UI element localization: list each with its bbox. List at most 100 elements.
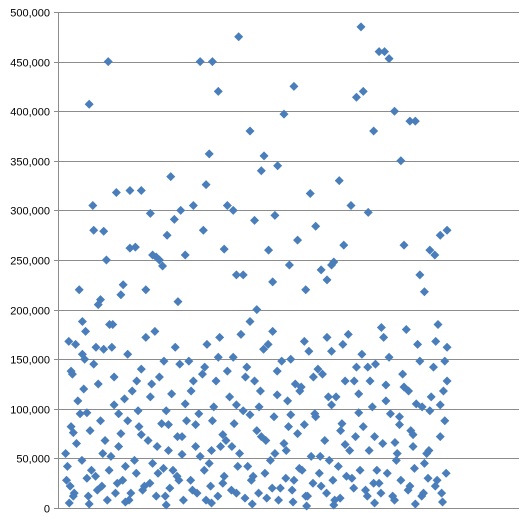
y-tick-label: 0 [44, 504, 50, 516]
y-tick-label: 400,000 [10, 107, 50, 119]
data-point [176, 205, 186, 215]
data-point [316, 481, 326, 491]
data-point [124, 495, 134, 505]
data-point [384, 54, 394, 64]
data-point [64, 498, 74, 508]
data-point [62, 461, 72, 471]
data-point [262, 493, 272, 503]
data-point [168, 465, 178, 475]
data-point [290, 379, 300, 389]
gridlines [58, 12, 519, 459]
data-point [206, 445, 216, 455]
data-point [165, 483, 175, 493]
data-point [323, 392, 333, 402]
data-point [322, 332, 332, 342]
data-point [415, 270, 425, 280]
data-point [256, 166, 266, 176]
data-point [186, 475, 196, 485]
data-point [283, 396, 293, 406]
data-point [231, 400, 241, 410]
data-points [61, 22, 452, 511]
data-point [413, 339, 423, 349]
data-point [254, 402, 264, 412]
data-point [245, 410, 255, 420]
data-point [114, 441, 124, 451]
data-point [104, 465, 114, 475]
data-point [227, 441, 237, 451]
data-point [68, 428, 78, 438]
data-point [123, 416, 133, 426]
data-point [231, 270, 241, 280]
data-point [252, 305, 262, 315]
data-point [105, 319, 115, 329]
data-point [357, 349, 367, 359]
data-point [381, 396, 391, 406]
data-point [401, 324, 411, 334]
data-point [229, 419, 239, 429]
data-point [333, 461, 343, 471]
data-point [141, 332, 151, 342]
data-point [281, 445, 291, 455]
data-point [219, 244, 229, 254]
data-point [301, 285, 311, 295]
data-point [299, 420, 309, 430]
data-point [204, 149, 214, 159]
data-point [62, 475, 72, 485]
data-point [349, 376, 359, 386]
data-point [77, 317, 87, 327]
data-point [207, 416, 217, 426]
data-point [163, 420, 173, 430]
data-point [423, 473, 433, 483]
data-point [419, 458, 429, 468]
data-point [396, 475, 406, 485]
data-point [317, 369, 327, 379]
data-point [222, 366, 232, 376]
data-point [111, 188, 121, 198]
data-point [404, 386, 414, 396]
data-point [93, 379, 103, 389]
data-point [435, 432, 445, 442]
data-point [311, 221, 321, 231]
data-point [131, 468, 141, 478]
data-point [327, 346, 337, 356]
data-point [390, 495, 400, 505]
data-point [279, 439, 289, 449]
data-point [85, 426, 95, 436]
data-point [138, 485, 148, 495]
data-point [123, 349, 133, 359]
data-point [84, 99, 94, 109]
data-point [160, 491, 170, 501]
data-point [328, 475, 338, 485]
data-point [82, 473, 92, 483]
data-point [374, 478, 384, 488]
data-point [116, 429, 126, 439]
data-point [264, 245, 274, 255]
data-point [219, 471, 229, 481]
data-point [200, 362, 210, 372]
data-point [370, 359, 380, 369]
data-point [255, 386, 265, 396]
data-point [369, 478, 379, 488]
data-point [99, 226, 109, 236]
data-point [197, 369, 207, 379]
data-point [440, 416, 450, 426]
data-point [170, 342, 180, 352]
data-point [228, 205, 238, 215]
data-point [103, 57, 113, 67]
y-tick-label: 450,000 [10, 58, 50, 70]
data-point [89, 225, 99, 235]
data-point [91, 471, 101, 481]
data-point [267, 483, 277, 493]
data-point [240, 493, 250, 503]
data-point [380, 47, 390, 57]
data-point [245, 126, 255, 136]
data-point [136, 186, 146, 196]
data-point [316, 265, 326, 275]
data-point [425, 245, 435, 255]
data-point [376, 488, 386, 498]
data-point [101, 255, 111, 265]
data-point [99, 344, 109, 354]
data-point [157, 419, 167, 429]
y-tick-label: 50,000 [16, 454, 50, 466]
data-point [61, 448, 71, 458]
